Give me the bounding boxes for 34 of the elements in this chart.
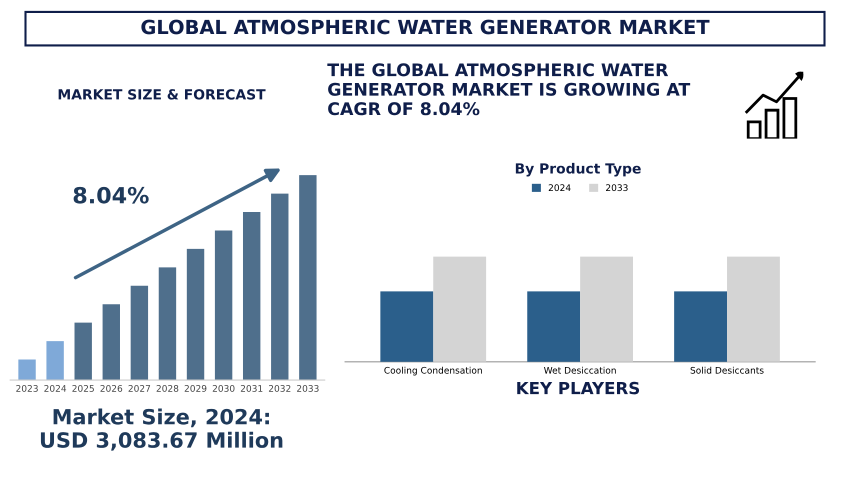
x-tick-label: 2031 — [240, 385, 262, 392]
x-tick-label: 2023 — [16, 385, 38, 392]
legend-label: 2033 — [606, 184, 628, 192]
bar — [186, 248, 204, 380]
bar — [46, 341, 64, 380]
chart-title: By Product Type — [516, 162, 641, 176]
bar — [18, 360, 36, 380]
text: GLOBAL ATMOSPHERIC WATER GENERATOR MARKET — [141, 20, 710, 34]
x-tick-label: 2027 — [128, 385, 150, 392]
x-tick-label: 2026 — [100, 385, 122, 392]
x-tick-label: 2032 — [268, 385, 290, 392]
text: Market Size, 2024: USD 3,083.67 Million — [40, 408, 282, 451]
x-tick-label: 2030 — [212, 385, 234, 392]
text: KEY PLAYERS — [517, 382, 640, 394]
bar — [74, 322, 92, 380]
x-tick-label: Cooling Condensation — [384, 366, 482, 376]
annotation: 8.04% — [74, 186, 149, 204]
bar — [242, 212, 260, 380]
chart-title: MARKET SIZE & FORECAST — [58, 89, 266, 100]
x-tick-label: Solid Desiccants — [690, 366, 764, 374]
x-tick-label: Wet Desiccation — [544, 366, 616, 374]
x-tick-label: 2024 — [44, 385, 66, 392]
bar — [214, 230, 232, 380]
x-tick-label: 2028 — [156, 385, 178, 392]
x-tick-label: 2029 — [184, 385, 206, 392]
bar — [102, 304, 120, 380]
bar — [299, 175, 317, 380]
bar — [158, 267, 176, 380]
x-tick-label: 2033 — [297, 385, 319, 392]
bar — [271, 194, 288, 380]
x-tick-label: 2025 — [72, 385, 94, 392]
bar — [130, 286, 148, 380]
legend-label: 2024 — [548, 184, 571, 192]
text: THE GLOBAL ATMOSPHERIC WATER GENERATOR MARKET IS GROWING AT CAGR OF 8.04% — [327, 63, 690, 116]
